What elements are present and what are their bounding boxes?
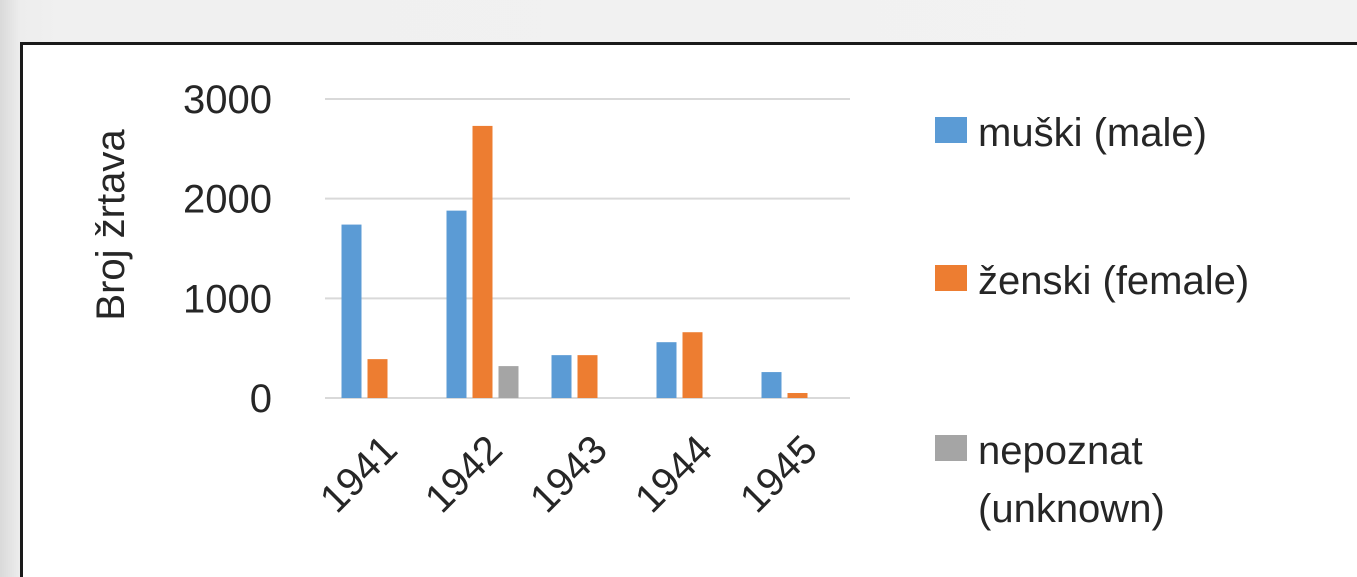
legend-swatch [935,117,967,143]
legend-swatch [935,435,967,461]
x-tick-label: 1942 [417,427,511,521]
gridlines [325,98,850,399]
x-tick-label: 1943 [522,427,616,521]
legend-label: (unknown) [978,487,1165,531]
bar-1942-series-2 [498,366,519,398]
y-tick-label: 3000 [183,78,272,122]
bar-1941-series-1 [367,359,388,398]
bar-1942-series-0 [446,210,467,398]
y-axis-label: Broj žrtava [89,129,133,321]
bar-1941-series-0 [341,224,362,398]
y-tick-label: 2000 [183,178,272,222]
legend-swatch [935,265,967,291]
bar-1943-series-0 [551,355,572,398]
x-tick-label: 1944 [627,427,721,521]
legend-label: muški (male) [978,111,1207,155]
x-tick-label: 1945 [732,427,826,521]
chart-frame [20,42,1357,577]
bar-1944-series-0 [656,342,677,398]
bar-1942-series-1 [472,125,493,398]
bar-1943-series-1 [577,355,598,398]
y-axis-ticks: 0 1000 2000 3000 [183,78,272,421]
bar-1944-series-1 [682,332,703,398]
y-tick-label: 0 [250,377,272,421]
legend: muški (male) ženski (female) nepoznat (unkn… [935,111,1249,531]
bar-1945-series-1 [787,393,808,398]
bar-1945-series-0 [761,372,782,398]
legend-label: nepoznat [978,429,1143,473]
bars [341,125,808,398]
legend-label: ženski (female) [978,259,1249,303]
y-tick-label: 1000 [183,277,272,321]
x-axis-ticks: 1941 1942 1943 1944 1945 [312,427,826,521]
x-tick-label: 1941 [312,427,406,521]
